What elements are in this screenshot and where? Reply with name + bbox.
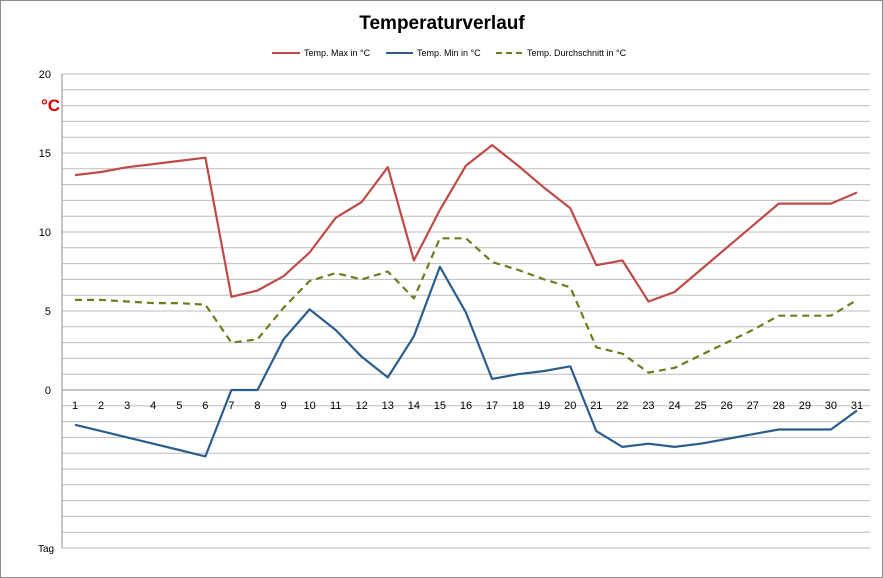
legend-entry-avg: Temp. Durchschnitt in °C (496, 48, 627, 58)
x-tick-label: 19 (538, 400, 550, 412)
chart-title: Temperaturverlauf (359, 13, 525, 34)
x-tick-label: 24 (668, 400, 680, 412)
x-tick-label: 9 (280, 400, 286, 412)
x-tick-label: 2 (98, 400, 104, 412)
x-tick-label: 14 (408, 400, 420, 412)
legend-label-avg: Temp. Durchschnitt in °C (527, 48, 627, 58)
x-tick-label: 17 (486, 400, 498, 412)
x-tick-label: 13 (382, 400, 394, 412)
legend-entry-max: Temp. Max in °C (272, 48, 371, 58)
x-tick-label: 30 (825, 400, 837, 412)
y-tick-label: 20 (39, 69, 51, 81)
y-tick-label: 5 (45, 306, 51, 318)
series-lines (74, 144, 858, 458)
legend-label-min: Temp. Min in °C (417, 48, 481, 58)
y-tick-label: 0 (45, 385, 51, 397)
x-tick-label: 8 (254, 400, 260, 412)
gridlines (61, 73, 870, 549)
x-tick-labels: 1 2 3 4 5 6 7 8 9 10 11 12 13 14 15 16 17 18 19 20 21 22 23 24 2… (72, 400, 863, 412)
x-tick-label: 11 (330, 400, 341, 412)
x-tick-label: 20 (564, 400, 576, 412)
y-tick-labels: 20 15 10 5 0 (39, 69, 51, 397)
x-tick-label: 15 (434, 400, 446, 412)
x-tick-label: 18 (512, 400, 524, 412)
x-tick-label: 23 (642, 400, 654, 412)
x-tick-label: 4 (150, 400, 156, 412)
legend: Temp. Max in °C Temp. Min in °C Temp. Du… (272, 48, 627, 58)
series-line-avg (75, 237, 858, 374)
x-tick-label: 27 (747, 400, 759, 412)
x-tick-label: 10 (303, 400, 315, 412)
x-tick-label: 29 (799, 400, 811, 412)
x-axis-title: Tag (38, 544, 54, 555)
x-tick-label: 28 (773, 400, 785, 412)
series-line-max (74, 144, 858, 303)
x-tick-label: 22 (616, 400, 628, 412)
x-tick-label: 3 (124, 400, 130, 412)
x-tick-label: 21 (590, 400, 602, 412)
x-tick-label: 6 (202, 400, 208, 412)
x-tick-label: 25 (694, 400, 706, 412)
x-tick-label: 16 (460, 400, 472, 412)
y-tick-label: 15 (39, 148, 51, 160)
y-axis-unit: °C (41, 96, 60, 115)
legend-entry-min: Temp. Min in °C (386, 48, 481, 58)
y-tick-label: 10 (39, 227, 51, 239)
x-tick-label: 31 (851, 400, 863, 412)
x-tick-label: 5 (176, 400, 182, 412)
series-line-min (74, 265, 858, 458)
x-tick-label: 12 (356, 400, 368, 412)
legend-label-max: Temp. Max in °C (304, 48, 371, 58)
x-tick-label: 1 (72, 400, 78, 412)
x-tick-label: 7 (228, 400, 234, 412)
x-tick-label: 26 (721, 400, 733, 412)
